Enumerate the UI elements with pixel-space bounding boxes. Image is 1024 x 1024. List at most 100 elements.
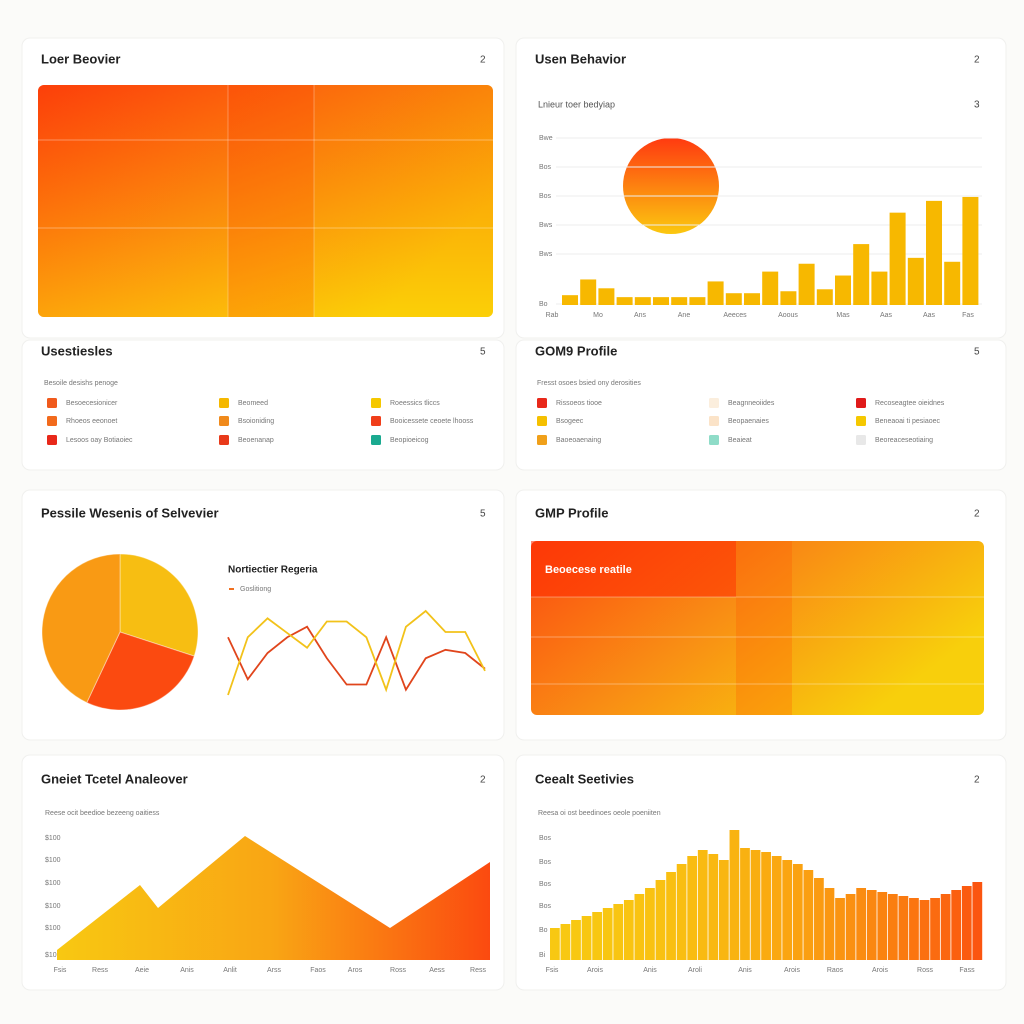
x-axis-label: Ress (470, 967, 486, 974)
legend-label: Rhoeos eeonoet (66, 418, 117, 425)
column (655, 880, 666, 960)
heatmap-cell (228, 85, 314, 317)
bar (889, 212, 906, 305)
x-axis-label: Ress (92, 967, 108, 974)
legend-swatch (219, 398, 229, 408)
column (771, 856, 782, 960)
x-axis-label: Anis (180, 967, 194, 974)
column (814, 878, 824, 960)
x-axis-label: Anis (643, 967, 657, 974)
bar (744, 293, 760, 305)
bar (653, 297, 669, 305)
panel-badge: 2 (974, 509, 980, 520)
column (803, 870, 814, 960)
column (581, 916, 592, 960)
column (856, 888, 867, 960)
legend-swatch (371, 416, 381, 426)
x-axis-label: Anlit (223, 967, 237, 974)
x-axis-label: Aeeces (723, 312, 747, 319)
column (940, 894, 951, 960)
y-axis-label: Bos (539, 903, 552, 910)
x-axis-label: Aros (348, 967, 363, 974)
legend-swatch (709, 416, 719, 426)
column (951, 890, 962, 960)
card (21, 339, 505, 471)
legend-label: Baoeoaenaing (556, 437, 601, 444)
x-axis-label: Mo (593, 312, 603, 319)
y-axis-label: $100 (45, 880, 61, 887)
bar (725, 293, 742, 305)
panel-title: Ceealt Seetivies (535, 771, 634, 786)
y-axis-label: $100 (45, 835, 61, 842)
bar (707, 281, 724, 305)
y-axis-label: $10 (45, 952, 57, 959)
column (623, 900, 634, 960)
legend-label: Goslitiong (240, 586, 271, 593)
legend-label: Beoenanap (238, 437, 274, 444)
y-axis-label: $100 (45, 903, 61, 910)
panel-title: GOM9 Profile (535, 343, 617, 358)
bar (962, 196, 979, 305)
legend-swatch (219, 416, 229, 426)
column (687, 856, 698, 960)
panel-title: Pessile Wesenis of Selvevier (41, 505, 219, 520)
column (708, 854, 719, 960)
legend-swatch (856, 398, 866, 408)
circle-icon (623, 138, 719, 234)
legend-label: Beopaenaies (728, 418, 769, 425)
legend-swatch (856, 435, 866, 445)
legend-swatch (371, 398, 381, 408)
legend-label: Beopioeicog (390, 437, 429, 444)
legend-swatch (47, 435, 57, 445)
panel-subtitle: Reese ocit beedioe bezeeng oaitiess (45, 810, 160, 817)
pie-slice (41, 553, 121, 704)
x-axis-label: Aas (923, 312, 936, 319)
x-axis-label: Arss (267, 967, 282, 974)
x-axis-label: Fsis (546, 967, 559, 974)
column (792, 864, 803, 960)
heatmap-shade (38, 85, 493, 317)
panel-badge: 3 (974, 100, 980, 111)
bar (562, 295, 578, 305)
legend-label: Booicessete ceoete lhooss (390, 418, 474, 425)
legend-label: Lesoos oay Botiaoiec (66, 437, 133, 444)
bar (598, 288, 615, 305)
card (515, 37, 1007, 339)
panel-badge: 2 (974, 775, 980, 786)
legend-label: Besoecesionicer (66, 400, 118, 407)
legend-swatch (47, 398, 57, 408)
panel-title: GMP Profile (535, 505, 608, 520)
column (602, 908, 613, 960)
column (930, 898, 940, 960)
panel-title: Usestiesles (41, 343, 113, 358)
bar (816, 289, 833, 305)
column (835, 898, 845, 960)
y-axis-label: Bws (539, 251, 553, 258)
heatmap (38, 85, 493, 317)
bar (689, 297, 706, 305)
x-axis-label: Ans (634, 312, 647, 319)
panel-badge: 5 (480, 509, 486, 520)
column (592, 912, 603, 960)
x-axis-label: Anis (738, 967, 752, 974)
column (761, 852, 771, 960)
x-axis-label: Rab (546, 312, 559, 319)
x-axis-label: Aas (880, 312, 893, 319)
legend-label: Rissoeos tiooe (556, 400, 602, 407)
bar (798, 263, 815, 305)
y-axis-label: Bos (539, 859, 552, 866)
x-axis-label: Fas (962, 312, 974, 319)
bar (780, 291, 797, 305)
legend-swatch (709, 435, 719, 445)
y-axis-label: Bos (539, 881, 552, 888)
legend-swatch (219, 435, 229, 445)
panel-badge: 5 (974, 347, 980, 358)
column (972, 882, 983, 960)
bar (907, 257, 924, 305)
column (740, 848, 750, 960)
x-axis-label: Fass (959, 967, 975, 974)
panel-title: Gneiet Tcetel Analeover (41, 771, 188, 786)
column (919, 900, 930, 960)
column (782, 860, 793, 960)
